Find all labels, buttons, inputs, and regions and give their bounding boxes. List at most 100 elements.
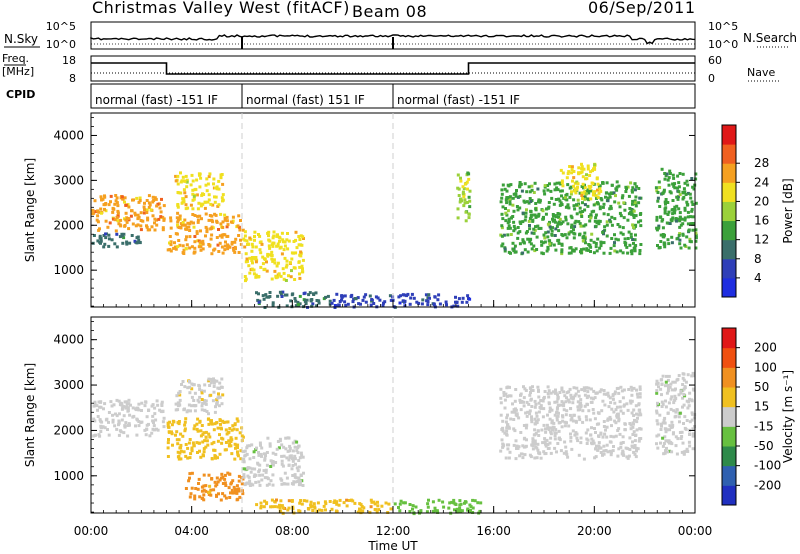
power-cell: [560, 248, 564, 252]
power-cell: [196, 214, 200, 218]
power-cell: [545, 207, 548, 211]
velocity-cell: [313, 506, 317, 510]
power-cell: [678, 225, 682, 229]
power-cell: [251, 245, 255, 249]
power-cell: [147, 201, 151, 205]
velocity-cell: [324, 508, 327, 512]
velocity-cell: [190, 395, 194, 399]
power-cell: [243, 234, 247, 238]
power-cell: [666, 213, 670, 216]
velocity-cell: [540, 428, 544, 432]
velocity-cell: [126, 434, 130, 438]
power-cell: [575, 212, 579, 216]
power-cell: [283, 256, 287, 260]
velocity-cell: [202, 488, 206, 492]
velocity-cell: [533, 428, 537, 432]
power-cell: [562, 196, 566, 200]
velocity-cell: [503, 398, 507, 402]
power-cell: [535, 248, 539, 251]
velocity-cell: [534, 411, 538, 415]
power-cell: [184, 174, 188, 178]
velocity-cell: [680, 435, 684, 438]
velocity-cell: [137, 420, 141, 423]
power-cell: [533, 228, 537, 232]
power-cell: [523, 182, 527, 186]
power-cell: [516, 208, 520, 212]
power-colorbar-band: [722, 239, 736, 260]
power-cell: [219, 212, 223, 216]
power-cell: [207, 175, 211, 179]
velocity-cell: [691, 447, 695, 451]
power-cell: [552, 243, 556, 247]
power-cell: [530, 247, 534, 251]
velocity-cell: [634, 433, 638, 437]
power-cell: [266, 231, 270, 235]
power-cell: [694, 177, 698, 181]
power-cell: [618, 225, 622, 229]
cpid-panel: normal (fast) -151 IF normal (fast) 151 I…: [90, 83, 696, 109]
power-cell: [184, 227, 188, 231]
velocity-cell: [99, 426, 103, 430]
velocity-cell: [692, 416, 696, 420]
power-cell: [268, 246, 272, 250]
power-cell: [111, 207, 115, 211]
power-cell: [694, 246, 698, 250]
power-cell: [135, 196, 139, 200]
power-cell: [467, 212, 471, 216]
power-cell: [678, 215, 682, 219]
power-cell: [160, 197, 163, 201]
velocity-cell: [252, 456, 256, 459]
power-cell: [601, 181, 604, 185]
velocity-cell: [583, 404, 587, 408]
velocity-cell: [259, 452, 263, 456]
power-cell: [546, 245, 550, 249]
velocity-cell: [200, 489, 204, 493]
power-cell: [257, 300, 261, 304]
power-cell: [226, 234, 230, 238]
velocity-cell: [200, 389, 203, 393]
velocity-cell: [585, 442, 589, 445]
velocity-cell: [177, 455, 181, 458]
power-cell: [583, 190, 587, 194]
power-cell: [157, 217, 161, 221]
velocity-cell: [569, 393, 573, 397]
velocity-cell: [455, 507, 459, 511]
velocity-cell: [632, 422, 635, 426]
power-cell: [169, 226, 173, 230]
power-cell: [565, 176, 569, 180]
velocity-cell: [288, 449, 292, 453]
velocity-cell: [469, 508, 472, 512]
velocity-cell: [605, 435, 609, 439]
power-cell: [539, 226, 543, 230]
velocity-cell: [632, 450, 636, 454]
power-cell: [222, 233, 226, 237]
power-cell: [204, 212, 208, 216]
velocity-cell: [602, 425, 606, 428]
power-cell: [153, 196, 157, 200]
velocity-colorbar-label: 15: [754, 400, 769, 414]
power-cell: [233, 250, 237, 254]
velocity-cell: [562, 390, 566, 394]
power-cell: [433, 295, 437, 299]
velocity-cell: [198, 495, 202, 499]
power-cell: [289, 299, 293, 303]
power-cell: [527, 201, 531, 205]
velocity-cell: [597, 445, 601, 449]
velocity-cell: [531, 385, 534, 389]
velocity-cell: [403, 501, 407, 505]
power-cell: [462, 195, 466, 199]
power-cell: [528, 240, 532, 244]
power-cell: [216, 204, 220, 208]
velocity-cell: [197, 441, 201, 445]
power-cell: [581, 210, 585, 213]
power-cell: [544, 231, 548, 235]
velocity-cell: [556, 393, 560, 397]
velocity-cell: [176, 450, 180, 454]
power-cell: [96, 214, 100, 218]
velocity-cell: [501, 429, 505, 433]
power-cell: [217, 250, 221, 253]
velocity-cell: [675, 378, 679, 382]
velocity-cell: [636, 416, 639, 420]
power-cell: [633, 199, 637, 203]
